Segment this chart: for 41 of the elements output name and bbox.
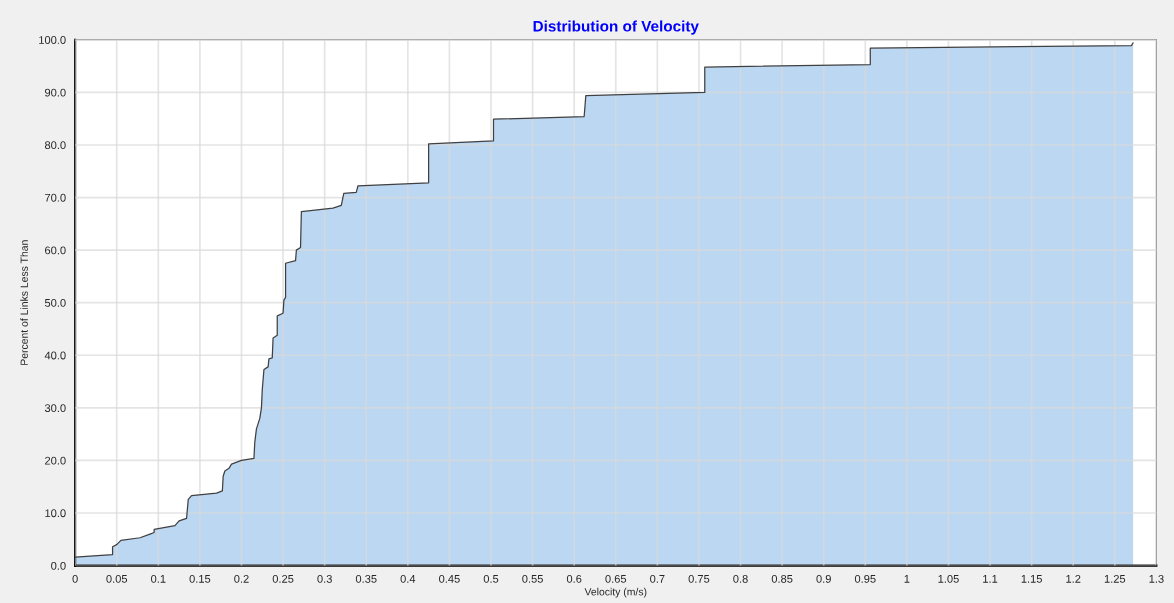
y-tick-label: 100.0: [39, 36, 66, 44]
x-tick-label: 0.15: [189, 574, 211, 583]
x-tick-label: 0.6: [566, 574, 582, 583]
x-tick-label: 0.25: [272, 574, 294, 583]
x-axis-title: Velocity (m/s): [584, 587, 647, 598]
x-tick-label: 0.95: [854, 574, 876, 583]
x-tick-label: 0.8: [733, 574, 748, 583]
x-tick-label: 1.15: [1021, 575, 1042, 583]
x-tick-label: 0.9: [816, 574, 831, 583]
x-tick-label: 0.05: [106, 574, 128, 583]
y-tick-label: 80.0: [44, 141, 66, 150]
y-tick-label: 50.0: [44, 298, 66, 307]
x-tick-label: 0.4: [400, 574, 416, 583]
y-axis-title: Percent of Links Less Than: [20, 240, 28, 365]
x-tick-label: 0: [72, 574, 78, 583]
y-tick-label: 60.0: [45, 246, 66, 255]
x-tick-label: 0.1: [151, 574, 166, 583]
y-tick-label: 90.0: [45, 88, 66, 97]
y-tick-label: 20.0: [45, 456, 66, 465]
x-tick-label: 0.5: [483, 574, 499, 583]
x-tick-label: 0.65: [605, 574, 627, 583]
y-tick-label: 70.0: [45, 193, 66, 202]
x-tick-label: 0.35: [355, 574, 377, 583]
x-tick-label: 0.75: [688, 574, 710, 583]
y-tick-label: 10.0: [45, 509, 66, 518]
chart-title: Distribution of Velocity: [533, 20, 699, 35]
x-tick-label: 1.25: [1104, 574, 1126, 583]
x-tick-label: 0.7: [650, 574, 665, 583]
x-tick-label: 0.85: [771, 574, 793, 583]
x-tick-label: 0.3: [317, 574, 332, 583]
x-tick-label: 1: [904, 575, 910, 583]
x-tick-label: 0.55: [522, 574, 543, 583]
y-tick-label: 0.0: [51, 561, 66, 570]
y-tick-label: 30.0: [44, 404, 66, 412]
x-tick-label: 1.3: [1149, 574, 1164, 583]
x-tick-label: 1.1: [983, 575, 998, 583]
y-tick-label: 40.0: [44, 351, 66, 360]
x-tick-label: 1.05: [938, 574, 959, 583]
x-tick-label: 0.2: [234, 574, 249, 583]
x-tick-label: 1.2: [1066, 574, 1081, 583]
x-tick-label: 0.45: [439, 574, 460, 583]
